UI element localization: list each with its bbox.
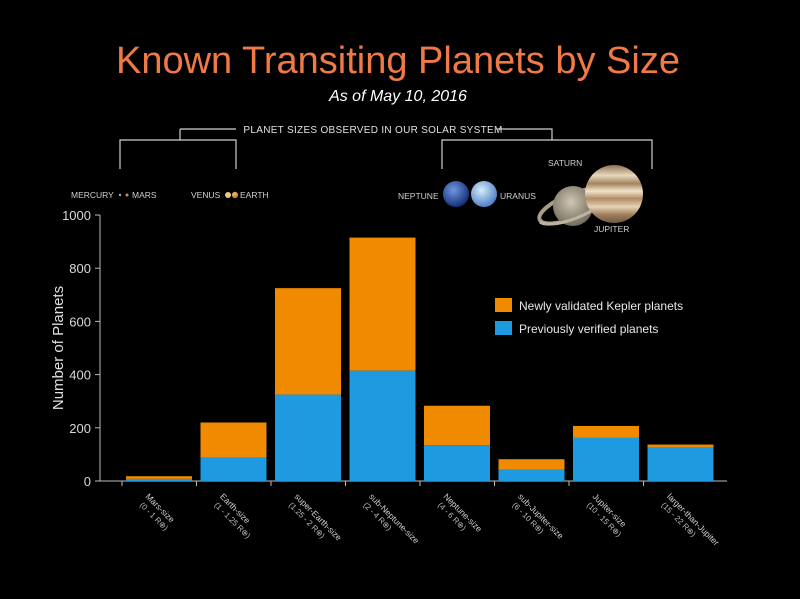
x-tick-group: Earth-size(1 - 1.25 R⊕): [212, 491, 252, 540]
jupiter-icon: [585, 165, 643, 223]
x-tick-group: larger-than-Jupiter(15 - 22 R⊕): [659, 491, 721, 547]
mercury-icon: [118, 193, 122, 197]
x-tick-group: Jupiter-size(10 - 15 R⊕): [585, 491, 629, 539]
mars-icon: [125, 193, 129, 197]
bars: [126, 237, 714, 481]
solar-system-header: PLANET SIZES OBSERVED IN OUR SOLAR SYSTE…: [243, 125, 502, 136]
y-tick-label: 200: [69, 421, 91, 436]
bar-newly-validated: [498, 459, 565, 470]
uranus-label: URANUS: [500, 191, 536, 201]
y-tick-label: 0: [84, 474, 91, 489]
bar-newly-validated: [647, 444, 714, 448]
bar-newly-validated: [573, 425, 639, 438]
y-axis-title: Number of Planets: [50, 286, 67, 410]
legend-label-new: Newly validated Kepler planets: [519, 299, 683, 313]
legend-swatch-new: [495, 298, 512, 312]
bar-newly-validated: [424, 405, 490, 446]
venus-icon: [225, 192, 231, 198]
venus-label: VENUS: [191, 190, 221, 200]
jupiter-label: JUPITER: [594, 224, 629, 234]
x-tick-group: sub-Jupiter-size(6 - 10 R⊕): [510, 491, 565, 541]
legend-swatch-previous: [495, 321, 512, 335]
bar-previously-verified: [424, 445, 490, 481]
chart-subtitle: As of May 10, 2016: [328, 88, 467, 105]
x-tick-group: super-Earth-size(1.25 - 2 R⊕): [287, 491, 344, 542]
neptune-icon: [443, 181, 469, 207]
bar-previously-verified: [498, 469, 565, 481]
bar-newly-validated: [126, 476, 192, 479]
mars-label: MARS: [132, 190, 157, 200]
bar-newly-validated: [349, 237, 416, 371]
x-ticks: Mars-size(0 - 1 R⊕) Earth-size(1 - 1.25 R…: [121, 481, 721, 548]
solar-system-bracket: [119, 128, 653, 169]
y-tick-label: 600: [69, 314, 91, 329]
mercury-label: MERCURY: [71, 190, 114, 200]
y-ticks: 0 200 400 600 800 1000: [62, 208, 100, 489]
x-tick-group: sub-Neptune-size(2 - 4 R⊕): [361, 491, 421, 545]
y-tick-label: 800: [69, 261, 91, 276]
bar-previously-verified: [349, 370, 416, 481]
bar-previously-verified: [647, 447, 714, 481]
legend: Newly validated Kepler planets Previousl…: [495, 298, 683, 336]
y-tick-label: 400: [69, 368, 91, 383]
x-tick-group: Mars-size(0 - 1 R⊕): [138, 491, 177, 532]
earth-label: EARTH: [240, 190, 269, 200]
bar-previously-verified: [275, 394, 341, 481]
bar-newly-validated: [275, 288, 341, 395]
neptune-label: NEPTUNE: [398, 191, 439, 201]
bar-previously-verified: [126, 478, 192, 481]
bar-newly-validated: [200, 422, 267, 458]
bar-previously-verified: [200, 457, 267, 481]
saturn-label: SATURN: [548, 158, 582, 168]
y-tick-label: 1000: [62, 208, 91, 223]
chart-title: Known Transiting Planets by Size: [116, 40, 680, 82]
uranus-icon: [471, 181, 497, 207]
legend-label-previous: Previously verified planets: [519, 322, 658, 336]
bar-previously-verified: [573, 437, 639, 481]
earth-icon: [231, 191, 239, 199]
x-tick-group: Neptune-size(4 - 6 R⊕): [436, 491, 484, 534]
